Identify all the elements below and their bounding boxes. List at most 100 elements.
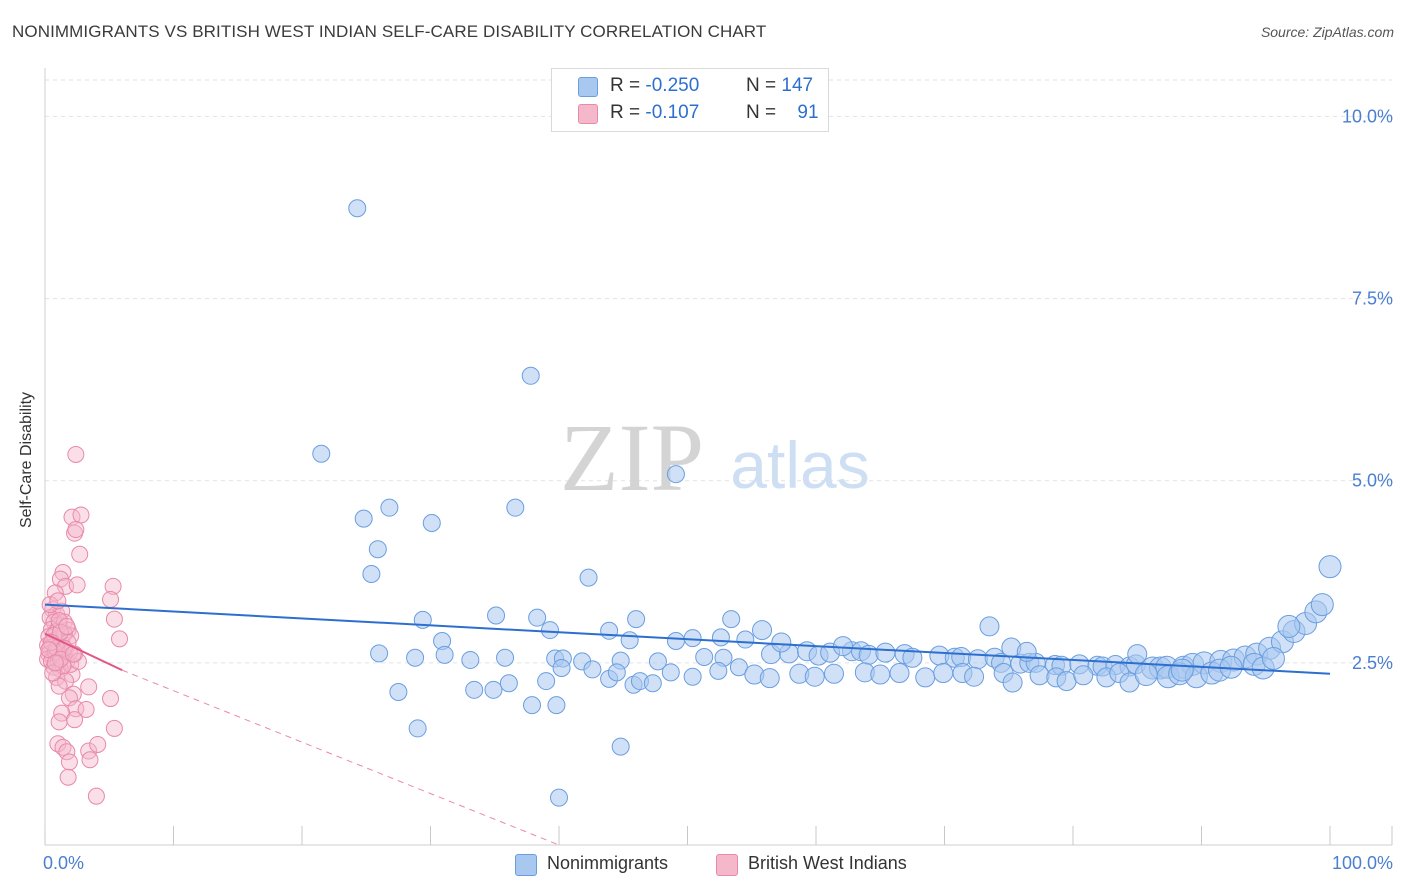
- data-point-nonimmigrants: [661, 663, 680, 682]
- data-point-nonimmigrants: [736, 630, 755, 649]
- data-point-nonimmigrants: [870, 664, 891, 685]
- data-point-nonimmigrants: [722, 610, 741, 629]
- data-point-british-west-indians: [80, 678, 98, 696]
- trend-extension-british-west-indians: [121, 669, 560, 846]
- data-point-nonimmigrants: [729, 658, 748, 677]
- watermark-zip: ZIP: [560, 404, 704, 511]
- legend-n-label: N =: [746, 102, 777, 123]
- data-point-nonimmigrants: [1002, 672, 1023, 693]
- data-point-nonimmigrants: [461, 650, 480, 669]
- axes: [44, 68, 1393, 846]
- data-point-nonimmigrants: [550, 788, 568, 807]
- legend-n-value: 91: [797, 102, 819, 123]
- data-point-british-west-indians: [58, 617, 76, 635]
- data-point-british-west-indians: [80, 742, 98, 760]
- data-point-nonimmigrants: [804, 666, 825, 687]
- data-point-british-west-indians: [60, 753, 78, 771]
- data-point-nonimmigrants: [1073, 665, 1094, 686]
- data-point-nonimmigrants: [1310, 593, 1334, 617]
- data-point-british-west-indians: [72, 506, 90, 524]
- tick-labels: 2.5% 5.0% 7.5% 10.0% 0.0% 100.0%: [43, 106, 1393, 873]
- data-point-british-west-indians: [54, 564, 72, 582]
- data-point-nonimmigrants: [496, 648, 515, 667]
- legend-r-label: R =: [610, 75, 641, 96]
- data-point-british-west-indians: [44, 664, 62, 682]
- data-point-nonimmigrants: [547, 696, 566, 715]
- data-point-british-west-indians: [111, 630, 129, 648]
- source-label: Source: ZipAtlas.com: [1260, 24, 1394, 40]
- legend-swatch-blue: [578, 77, 598, 97]
- data-point-nonimmigrants: [643, 674, 662, 693]
- data-point-nonimmigrants: [523, 696, 542, 715]
- data-point-nonimmigrants: [552, 658, 571, 677]
- data-point-nonimmigrants: [1170, 658, 1194, 682]
- y-tick-label: 10.0%: [1342, 106, 1393, 126]
- data-point-british-west-indians: [104, 577, 122, 595]
- data-point-nonimmigrants: [435, 645, 454, 664]
- data-point-nonimmigrants: [832, 636, 853, 657]
- watermark-atlas: atlas: [730, 428, 869, 502]
- x-tick-label: 100.0%: [1332, 853, 1393, 873]
- data-point-nonimmigrants: [823, 663, 844, 684]
- data-point-british-west-indians: [67, 445, 85, 463]
- data-point-british-west-indians: [64, 645, 82, 663]
- data-point-nonimmigrants: [1056, 671, 1077, 692]
- data-point-british-west-indians: [68, 576, 86, 594]
- data-point-nonimmigrants: [583, 660, 602, 679]
- data-point-nonimmigrants: [979, 616, 1000, 637]
- data-point-nonimmigrants: [709, 661, 728, 680]
- data-point-nonimmigrants: [465, 680, 484, 699]
- data-point-nonimmigrants: [648, 652, 667, 671]
- legend-label: British West Indians: [748, 853, 907, 873]
- data-point-british-west-indians: [87, 787, 105, 805]
- data-point-british-west-indians: [60, 689, 78, 707]
- y-tick-label: 2.5%: [1352, 653, 1393, 673]
- data-point-british-west-indians: [58, 743, 76, 761]
- british-west-indians-points: [39, 445, 129, 805]
- data-point-nonimmigrants: [1318, 555, 1342, 579]
- data-point-nonimmigrants: [902, 647, 923, 668]
- legend-swatch-pink: [716, 854, 738, 876]
- gridlines: [45, 79, 1392, 664]
- data-point-nonimmigrants: [389, 683, 408, 701]
- data-point-british-west-indians: [102, 690, 120, 708]
- legend-r-value: -0.250: [645, 75, 700, 96]
- trend-lines: [44, 603, 1331, 846]
- legend-r-value: -0.107: [645, 102, 700, 123]
- y-tick-label: 7.5%: [1352, 289, 1393, 309]
- data-point-british-west-indians: [59, 768, 77, 786]
- data-point-british-west-indians: [71, 545, 89, 563]
- nonimmigrants-points: [312, 199, 1342, 807]
- data-point-nonimmigrants: [1277, 614, 1301, 638]
- legend-label: Nonimmigrants: [547, 853, 669, 873]
- data-point-nonimmigrants: [666, 465, 685, 484]
- data-point-nonimmigrants: [1127, 644, 1148, 665]
- data-point-nonimmigrants: [537, 672, 556, 691]
- legend-swatch-pink: [578, 104, 598, 124]
- data-point-nonimmigrants: [611, 737, 630, 756]
- data-point-nonimmigrants: [889, 663, 910, 684]
- data-point-nonimmigrants: [487, 606, 506, 625]
- data-point-british-west-indians: [81, 751, 99, 769]
- legend-r-label: R =: [610, 102, 641, 123]
- data-point-nonimmigrants: [422, 513, 441, 532]
- data-point-british-west-indians: [66, 711, 84, 729]
- correlation-legend: R = -0.250 N = 147 R = -0.107 N = 91: [551, 68, 829, 132]
- data-point-nonimmigrants: [620, 631, 639, 650]
- data-point-nonimmigrants: [354, 509, 373, 528]
- data-point-nonimmigrants: [312, 444, 331, 463]
- data-point-nonimmigrants: [1134, 663, 1158, 687]
- data-point-nonimmigrants: [759, 668, 780, 689]
- data-point-nonimmigrants: [484, 680, 503, 699]
- legend-n-value: 147: [781, 75, 814, 96]
- data-point-nonimmigrants: [771, 632, 792, 653]
- trend-line-nonimmigrants: [44, 603, 1331, 675]
- data-point-british-west-indians: [102, 590, 120, 608]
- data-point-nonimmigrants: [627, 610, 646, 629]
- data-point-nonimmigrants: [528, 608, 547, 627]
- data-point-british-west-indians: [46, 654, 64, 672]
- data-point-nonimmigrants: [370, 644, 389, 663]
- data-point-british-west-indians: [67, 521, 85, 539]
- data-point-nonimmigrants: [666, 632, 685, 650]
